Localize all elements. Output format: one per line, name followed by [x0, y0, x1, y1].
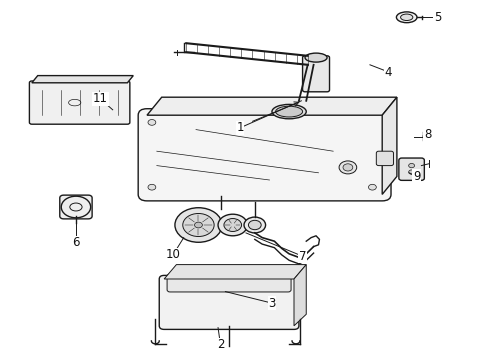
- Ellipse shape: [272, 104, 306, 119]
- Ellipse shape: [305, 53, 327, 62]
- FancyBboxPatch shape: [60, 195, 92, 219]
- FancyBboxPatch shape: [29, 81, 130, 124]
- Circle shape: [368, 184, 376, 190]
- Text: 10: 10: [166, 248, 180, 261]
- FancyBboxPatch shape: [303, 56, 330, 92]
- Polygon shape: [147, 97, 397, 115]
- FancyBboxPatch shape: [399, 158, 424, 180]
- Ellipse shape: [396, 12, 417, 23]
- Polygon shape: [294, 265, 306, 326]
- Text: 11: 11: [93, 93, 108, 105]
- Circle shape: [244, 217, 266, 233]
- Circle shape: [248, 220, 261, 230]
- Circle shape: [339, 161, 357, 174]
- Circle shape: [409, 170, 415, 174]
- Polygon shape: [164, 265, 306, 279]
- Ellipse shape: [401, 14, 413, 21]
- Polygon shape: [382, 97, 397, 194]
- Text: 4: 4: [385, 66, 392, 78]
- Circle shape: [218, 214, 247, 236]
- FancyBboxPatch shape: [167, 274, 291, 292]
- Circle shape: [224, 219, 242, 231]
- Text: 9: 9: [413, 170, 420, 183]
- Circle shape: [148, 120, 156, 125]
- Circle shape: [409, 163, 415, 168]
- FancyBboxPatch shape: [138, 109, 391, 201]
- Circle shape: [148, 184, 156, 190]
- Text: 8: 8: [424, 129, 432, 141]
- Text: 3: 3: [268, 297, 276, 310]
- Circle shape: [183, 213, 214, 237]
- Polygon shape: [32, 76, 133, 83]
- Text: 2: 2: [217, 338, 224, 351]
- Ellipse shape: [275, 106, 303, 117]
- FancyBboxPatch shape: [376, 151, 393, 166]
- Text: 6: 6: [72, 237, 80, 249]
- Text: 1: 1: [236, 121, 244, 134]
- Text: 7: 7: [299, 250, 307, 263]
- Text: 5: 5: [434, 11, 441, 24]
- Circle shape: [195, 222, 202, 228]
- Circle shape: [175, 208, 222, 242]
- FancyBboxPatch shape: [159, 275, 299, 329]
- Circle shape: [343, 164, 353, 171]
